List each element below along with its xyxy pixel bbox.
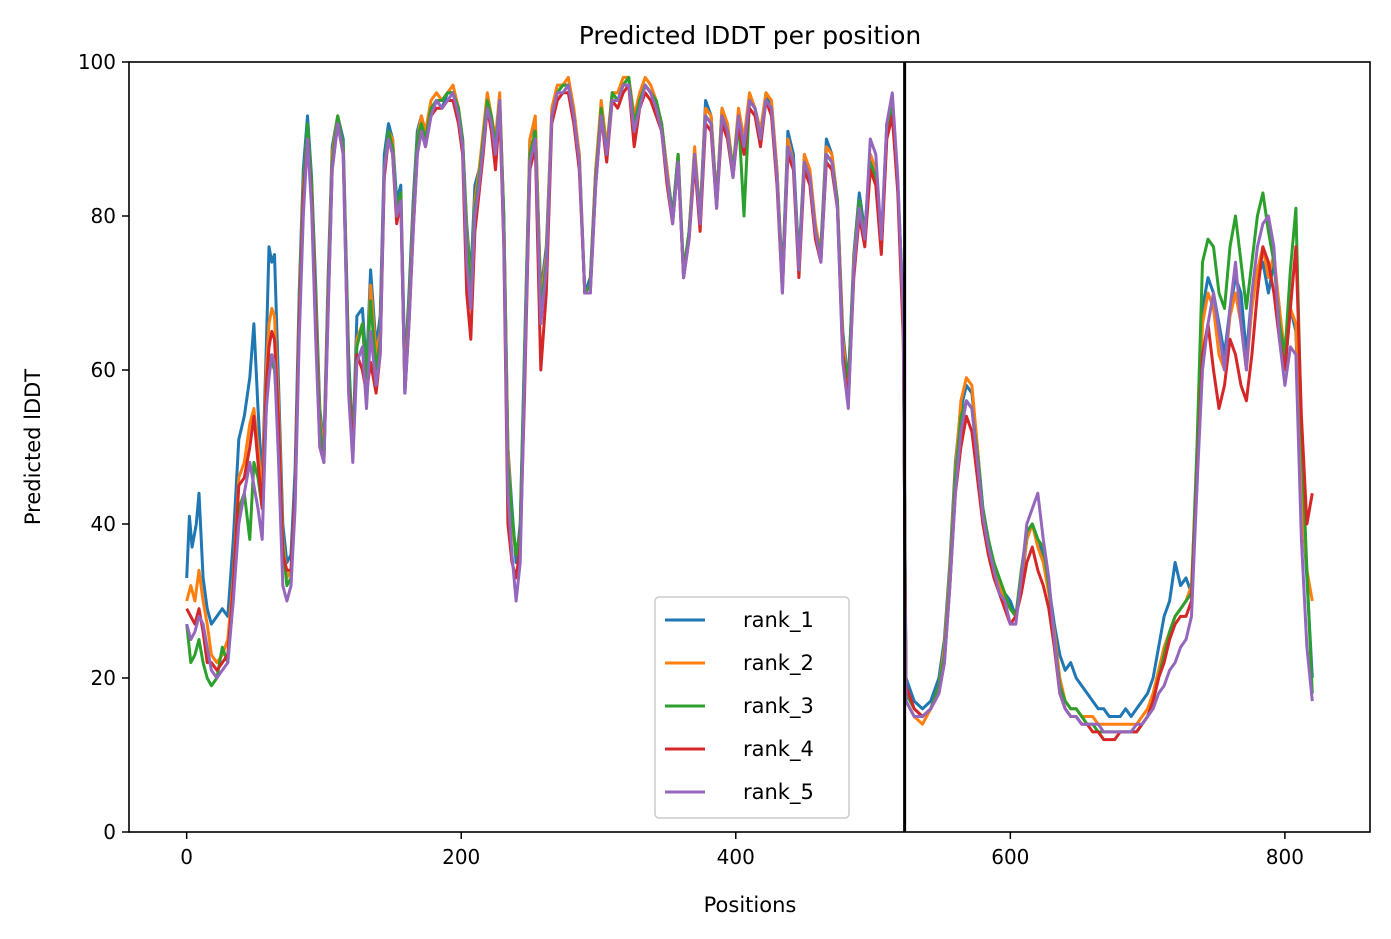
x-axis: 0 200 400 600 800 (180, 832, 1304, 869)
y-tick-label: 40 (91, 512, 116, 536)
legend-label: rank_2 (743, 651, 814, 676)
y-tick-label: 100 (78, 50, 116, 74)
y-tick-label: 0 (103, 820, 116, 844)
y-tick-label: 80 (91, 204, 116, 228)
x-axis-title: Positions (704, 893, 797, 917)
legend-label: rank_5 (743, 780, 814, 805)
legend-box (654, 596, 850, 819)
legend-label: rank_3 (743, 694, 814, 719)
y-tick-label: 20 (91, 666, 116, 690)
y-tick-label: 60 (91, 358, 116, 382)
legend-label: rank_4 (743, 737, 814, 762)
x-tick-label: 600 (991, 845, 1029, 869)
y-axis-title: Predicted lDDT (21, 369, 45, 525)
plot-frame (128, 61, 1371, 833)
x-tick-label: 800 (1266, 845, 1304, 869)
series-layer (185, 75, 1314, 742)
y-axis: 0 20 40 60 80 100 (78, 50, 129, 844)
x-tick-label: 400 (717, 845, 755, 869)
legend-label: rank_1 (743, 608, 814, 633)
x-tick-label: 0 (180, 845, 193, 869)
chart-title: Predicted lDDT per position (579, 21, 921, 50)
x-tick-label: 200 (442, 845, 480, 869)
series-line-rank_5 (185, 83, 1314, 734)
legend: rank_1 rank_2 rank_3 rank_4 rank_5 (654, 596, 850, 819)
